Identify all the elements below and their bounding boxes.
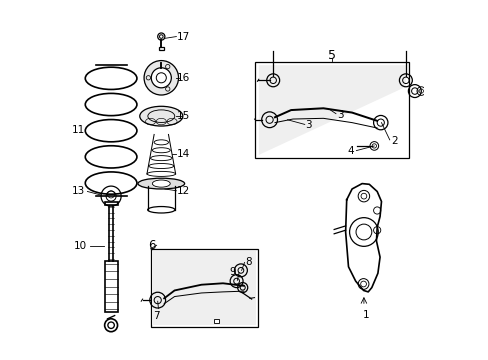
Text: 3: 3 (336, 110, 343, 120)
Text: 9: 9 (228, 267, 235, 277)
Bar (159, 47, 163, 50)
Circle shape (357, 190, 369, 202)
Ellipse shape (152, 180, 170, 187)
Text: 10: 10 (74, 241, 87, 251)
Text: 17: 17 (177, 32, 190, 41)
Polygon shape (104, 261, 117, 312)
Bar (214, 319, 219, 323)
Ellipse shape (147, 207, 175, 213)
Ellipse shape (148, 163, 174, 168)
Text: 11: 11 (72, 125, 85, 135)
Circle shape (373, 226, 380, 234)
Text: 16: 16 (177, 73, 190, 83)
Polygon shape (258, 65, 405, 155)
Text: 4: 4 (346, 146, 353, 156)
Bar (152, 251, 256, 325)
Ellipse shape (138, 178, 184, 189)
Circle shape (144, 60, 178, 95)
Ellipse shape (152, 148, 170, 153)
Text: 5: 5 (327, 49, 336, 62)
Text: 14: 14 (177, 149, 190, 159)
Circle shape (151, 68, 171, 88)
Text: 12: 12 (177, 186, 190, 196)
Ellipse shape (140, 106, 183, 126)
Bar (255, 62, 408, 158)
Circle shape (349, 218, 378, 246)
Text: 7: 7 (153, 311, 160, 320)
Circle shape (373, 207, 380, 214)
Text: 8: 8 (244, 257, 251, 267)
Text: 2: 2 (390, 136, 397, 146)
Bar (150, 249, 258, 327)
Ellipse shape (150, 156, 172, 161)
Circle shape (357, 279, 368, 289)
Text: 15: 15 (177, 111, 190, 121)
Text: 6: 6 (148, 239, 155, 252)
Ellipse shape (154, 140, 168, 145)
Text: 13: 13 (72, 186, 85, 197)
Polygon shape (345, 184, 381, 292)
Text: 3: 3 (305, 121, 311, 130)
Ellipse shape (147, 171, 175, 176)
Bar (104, 202, 117, 205)
Text: 1: 1 (363, 310, 369, 320)
